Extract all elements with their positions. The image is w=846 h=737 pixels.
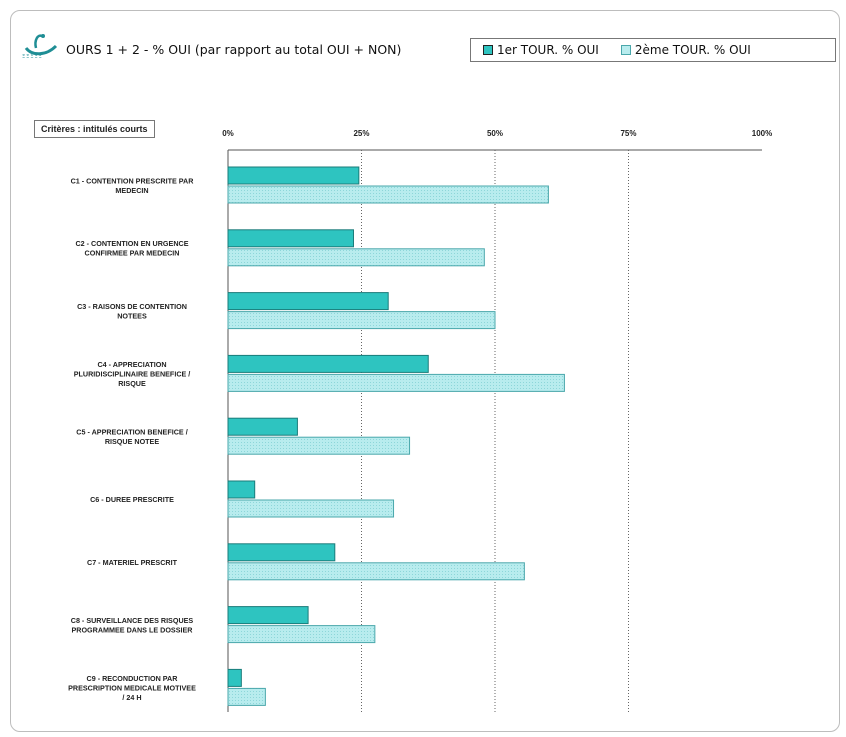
bar-tour1-c9: [227, 668, 242, 687]
category-label-c1: C1 - CONTENTION PRESCRITE PAR MEDECIN: [71, 176, 195, 195]
category-label-line: C2 - CONTENTION EN URGENCE: [75, 239, 188, 248]
category-label-line: CONFIRMEE PAR MEDECIN: [85, 249, 180, 258]
bar-tour1-c7: [227, 543, 336, 562]
category-label-line: C7 - MATERIEL PRESCRIT: [87, 558, 178, 567]
bar-tour2-c5: [227, 436, 411, 455]
logo-text: ΞΞΞΞΞ: [22, 54, 43, 60]
criteria-label: Critères : intitulés courts: [34, 120, 155, 138]
legend-item-tour2: 2ème TOUR. % OUI: [620, 43, 751, 57]
bar-tour2-c6: [227, 499, 395, 518]
category-label-c2: C2 - CONTENTION EN URGENCE CONFIRMEE PAR …: [75, 239, 188, 257]
legend-swatch-tour1: [483, 45, 493, 55]
bar-tour2-c7: [227, 562, 525, 581]
bar-tour2-c2: [227, 248, 485, 267]
x-tick-label-1: 25%: [353, 129, 369, 138]
bar-tour1-c6: [227, 480, 256, 499]
legend: 1er TOUR. % OUI 2ème TOUR. % OUI: [470, 38, 836, 62]
category-label-line: NOTEES: [117, 311, 147, 320]
bar-tour1-c4: [227, 354, 429, 373]
legend-item-tour1: 1er TOUR. % OUI: [483, 43, 599, 57]
bar-tour2-c8: [227, 625, 376, 644]
category-label-line: C5 - APPRECIATION BENEFICE /: [76, 427, 187, 436]
legend-label-tour1: 1er TOUR. % OUI: [497, 43, 599, 57]
category-label-c3: C3 - RAISONS DE CONTENTION NOTEES: [77, 302, 187, 321]
legend-swatch-tour2: [620, 45, 631, 55]
category-label-line: PRESCRIPTION MEDICALE MOTIVEE: [68, 683, 196, 692]
category-label-c4: C4 - APPRECIATION PLURIDISCIPLINAIRE BENE…: [74, 360, 191, 388]
category-label-c6: C6 - DUREE PRESCRITE: [90, 495, 174, 504]
legend-label-tour2: 2ème TOUR. % OUI: [634, 43, 751, 57]
bar-tour1-c8: [227, 606, 309, 625]
bar-tour1-c3: [227, 292, 389, 311]
category-label-c9: C9 - RECONDUCTION PAR PRESCRIPTION MEDICA…: [68, 674, 196, 702]
chart-title: OURS 1 + 2 - % OUI (par rapport au total…: [66, 42, 402, 57]
category-label-line: C8 - SURVEILLANCE DES RISQUES: [71, 616, 194, 625]
category-label-line: C3 - RAISONS DE CONTENTION: [77, 302, 187, 311]
category-label-line: MEDECIN: [115, 186, 148, 195]
category-label-line: RISQUE NOTEE: [105, 437, 160, 446]
bar-tour2-c4: [227, 373, 565, 392]
category-label-line: PROGRAMMEE DANS LE DOSSIER: [71, 625, 193, 634]
bar-tour1-c2: [227, 229, 354, 248]
bar-tour1-c5: [227, 417, 298, 436]
swan-logo-icon: [24, 34, 58, 56]
x-tick-label-4: 100%: [752, 129, 772, 138]
bar-tour2-c9: [227, 687, 266, 706]
bar-tour2-c3: [227, 311, 496, 330]
x-tick-label-2: 50%: [487, 129, 503, 138]
category-label-c8: C8 - SURVEILLANCE DES RISQUES PROGRAMMEE …: [71, 616, 194, 635]
category-label-line: C4 - APPRECIATION: [97, 360, 166, 369]
category-label-line: C6 - DUREE PRESCRITE: [90, 495, 174, 504]
bar-tour1-c1: [227, 166, 360, 185]
x-tick-label-0: 0%: [222, 129, 234, 138]
category-label-line: PLURIDISCIPLINAIRE BENEFICE /: [74, 369, 191, 378]
x-tick-label-3: 75%: [620, 129, 636, 138]
bar-tour2-c1: [227, 185, 549, 204]
category-label-c5: C5 - APPRECIATION BENEFICE / RISQUE NOTEE: [76, 427, 187, 446]
category-label-line: RISQUE: [118, 379, 146, 388]
category-label-line: / 24 H: [122, 693, 141, 702]
category-label-c7: C7 - MATERIEL PRESCRIT: [87, 558, 178, 567]
category-label-line: C1 - CONTENTION PRESCRITE PAR: [71, 176, 195, 185]
category-label-line: C9 - RECONDUCTION PAR: [87, 674, 179, 683]
